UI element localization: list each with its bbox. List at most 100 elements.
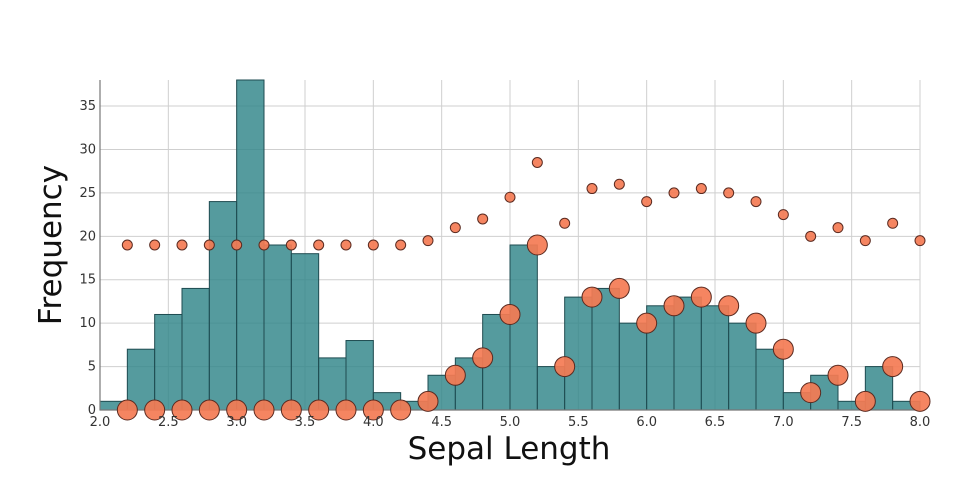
lower-scatter-point (417, 390, 439, 412)
upper-scatter-point (832, 222, 844, 234)
y-tick-label: 5 (88, 360, 96, 375)
lower-scatter-point (144, 399, 166, 421)
lower-scatter-point (772, 338, 794, 360)
x-tick-label: 5.0 (500, 415, 521, 430)
lower-scatter-point (663, 295, 685, 317)
lower-scatter-point (226, 399, 248, 421)
upper-scatter-point (750, 196, 762, 208)
y-tick-label: 30 (79, 142, 96, 157)
x-tick-labels: 2.0 2.5 3.0 3.5 4.0 4.5 5.0 5.5 6.0 6.5 7.0 7.5 8.0 (90, 415, 931, 430)
lower-scatter-point (499, 303, 521, 325)
upper-scatter-point (586, 183, 598, 195)
upper-scatter-point (504, 191, 516, 203)
histogram-bar (345, 340, 374, 411)
y-tick-label: 35 (79, 99, 96, 114)
lower-points-layer (116, 234, 931, 421)
lower-scatter-point (745, 312, 767, 334)
histogram-bar (181, 287, 210, 411)
lower-scatter-point (198, 399, 220, 421)
histogram-bar (591, 287, 620, 411)
x-tick-label: 8.0 (910, 415, 931, 430)
x-tick-label: 2.0 (90, 415, 111, 430)
lower-scatter-point (827, 364, 849, 386)
x-tick-label: 7.0 (773, 415, 794, 430)
y-axis-title: Frequency (33, 165, 69, 325)
lower-scatter-point (362, 399, 384, 421)
lower-scatter-point (800, 382, 822, 404)
upper-scatter-point (559, 217, 571, 229)
x-tick-label: 2.5 (158, 415, 179, 430)
bars-layer (99, 79, 921, 411)
histogram-bar (290, 253, 320, 411)
x-tick-label: 4.0 (363, 415, 384, 430)
upper-scatter-point (258, 239, 270, 251)
histogram-bar (728, 322, 757, 411)
upper-scatter-point (149, 239, 161, 251)
lower-scatter-point (718, 295, 740, 317)
lower-scatter-point (253, 399, 275, 421)
upper-scatter-point (531, 157, 543, 168)
y-tick-label: 20 (79, 229, 96, 244)
x-axis-title: Sepal Length (408, 431, 611, 467)
lower-scatter-point (526, 234, 548, 256)
upper-scatter-point (176, 239, 188, 251)
lower-scatter-point (690, 286, 712, 308)
lower-scatter-point (636, 312, 658, 334)
upper-scatter-point (859, 235, 871, 247)
lower-scatter-point (390, 399, 412, 421)
y-tick-labels: 0 5 10 15 20 25 30 35 (79, 99, 96, 418)
lower-scatter-point (608, 277, 630, 299)
upper-scatter-point (340, 239, 352, 251)
upper-scatter-point (641, 196, 653, 208)
histogram-bar (700, 305, 730, 411)
lower-scatter-point (308, 399, 330, 421)
upper-scatter-point (477, 213, 489, 225)
lower-scatter-point (581, 286, 603, 308)
upper-scatter-point (695, 183, 707, 195)
upper-scatter-point (203, 239, 215, 251)
upper-scatter-point (613, 178, 625, 190)
lower-scatter-point (882, 356, 904, 378)
histogram-bar (564, 296, 593, 411)
y-tick-label: 10 (79, 316, 96, 331)
y-tick-label: 25 (79, 186, 96, 201)
lower-scatter-point (854, 390, 876, 412)
upper-scatter-point (723, 187, 735, 199)
upper-scatter-point (668, 187, 680, 199)
lower-scatter-point (280, 399, 302, 421)
upper-points-layer (121, 157, 926, 251)
histogram-bar (509, 244, 538, 411)
lower-scatter-point (335, 399, 357, 421)
upper-scatter-point (449, 222, 461, 234)
upper-scatter-point (805, 230, 817, 242)
lower-scatter-point (554, 356, 576, 378)
lower-scatter-point (472, 347, 494, 369)
upper-scatter-point (231, 239, 243, 251)
y-tick-label: 0 (88, 403, 96, 418)
y-tick-label: 15 (79, 273, 96, 288)
histogram-bar (208, 201, 238, 411)
upper-scatter-point (422, 235, 434, 247)
histogram-bar (618, 322, 648, 411)
x-tick-label: 6.5 (705, 415, 726, 430)
histogram-bar (154, 313, 183, 411)
upper-scatter-point (777, 209, 789, 221)
x-tick-label: 6.0 (636, 415, 657, 430)
upper-scatter-point (395, 239, 407, 251)
x-tick-label: 4.5 (431, 415, 452, 430)
x-tick-label: 5.5 (568, 415, 589, 430)
x-tick-label: 3.0 (226, 415, 247, 430)
x-tick-label: 3.5 (295, 415, 316, 430)
lower-scatter-point (909, 390, 931, 412)
histogram-bar (263, 244, 292, 411)
x-tick-label: 7.5 (841, 415, 862, 430)
upper-scatter-point (285, 239, 297, 251)
upper-scatter-point (914, 235, 926, 247)
upper-scatter-point (313, 239, 325, 251)
lower-scatter-point (116, 399, 138, 421)
lower-scatter-point (444, 364, 466, 386)
lower-scatter-point (171, 399, 193, 421)
upper-scatter-point (121, 239, 133, 251)
